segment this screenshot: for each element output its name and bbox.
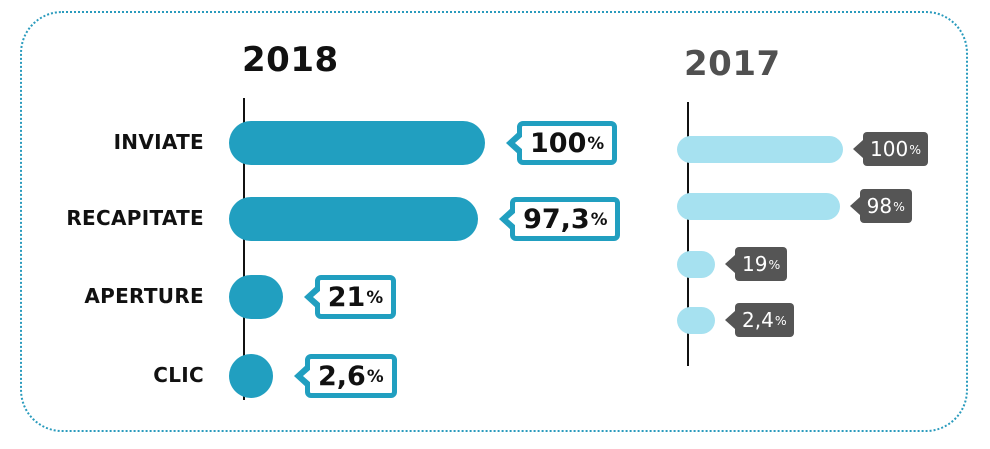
- category-label-recapitate: RECAPITATE: [66, 206, 204, 230]
- value-label-2017-recapitate: 98%: [859, 189, 912, 223]
- value-label-2017-clic: 2,4%: [735, 303, 794, 337]
- percent-sign: %: [587, 133, 605, 153]
- value-number: 100: [870, 137, 909, 161]
- axis-2017: [687, 102, 689, 366]
- bar-2018-inviate: [229, 121, 485, 165]
- chart-title-2018: 2018: [242, 40, 339, 80]
- percent-sign: %: [366, 366, 384, 386]
- percent-sign: %: [590, 209, 608, 229]
- percent-sign: %: [909, 141, 921, 157]
- category-label-aperture: APERTURE: [84, 284, 204, 308]
- percent-sign: %: [768, 256, 781, 272]
- bar-2018-aperture: [229, 275, 283, 319]
- value-number: 2,6: [318, 360, 366, 392]
- bar-2017-aperture: [677, 250, 715, 278]
- value-label-2018-clic: 2,6%: [305, 354, 397, 398]
- value-number: 2,4: [742, 308, 774, 332]
- value-label-2017-inviate: 100%: [863, 132, 928, 166]
- percent-sign: %: [774, 312, 787, 328]
- dotted-frame: [20, 11, 968, 432]
- category-label-inviate: INVIATE: [113, 130, 204, 154]
- category-label-clic: CLIC: [153, 363, 204, 387]
- chart-title-2017: 2017: [684, 44, 781, 84]
- value-label-2018-aperture: 21%: [314, 275, 397, 319]
- value-number: 100: [530, 127, 587, 159]
- value-number: 98: [866, 194, 893, 218]
- bar-2017-recapitate: [677, 192, 840, 220]
- value-number: 97,3: [523, 203, 590, 235]
- value-label-2018-recapitate: 97,3%: [510, 197, 621, 241]
- percent-sign: %: [893, 198, 905, 214]
- value-label-2018-inviate: 100%: [517, 121, 618, 165]
- bar-2018-clic: [229, 354, 273, 398]
- percent-sign: %: [366, 287, 384, 307]
- value-label-2017-aperture: 19%: [735, 247, 788, 281]
- value-number: 21: [327, 281, 366, 313]
- axis-2018: [243, 98, 245, 400]
- bar-2017-inviate: [677, 135, 843, 163]
- bar-2017-clic: [677, 306, 715, 334]
- bar-2018-recapitate: [229, 197, 479, 241]
- value-number: 19: [742, 252, 768, 276]
